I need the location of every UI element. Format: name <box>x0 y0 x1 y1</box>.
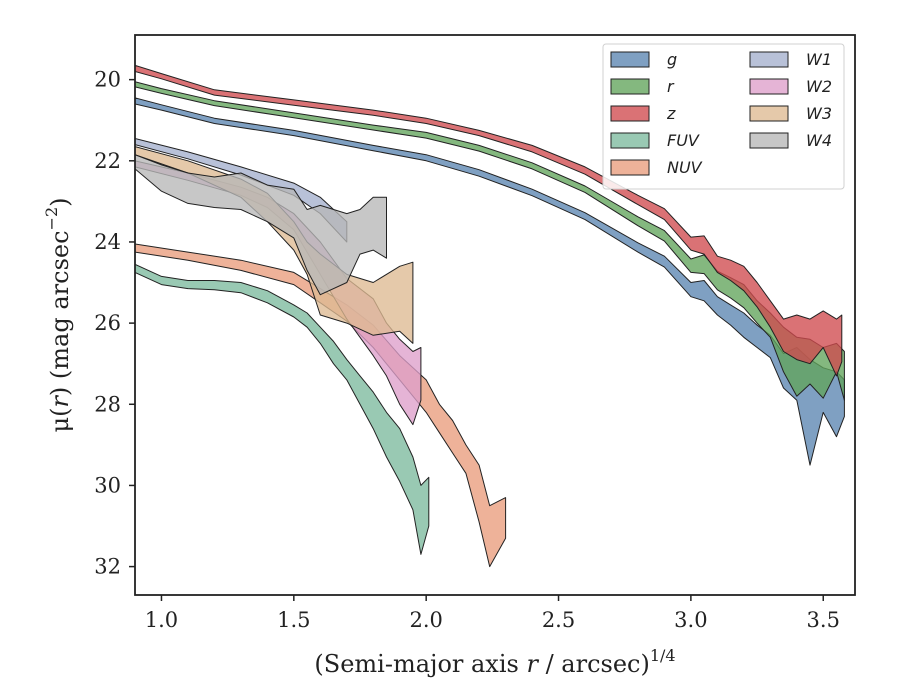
x-tick-label: 3.5 <box>807 608 840 632</box>
legend-label-w2: W2 <box>806 77 832 96</box>
legend-label-w1: W1 <box>806 50 832 69</box>
y-tick-label: 22 <box>94 149 121 173</box>
x-tick-label: 2.5 <box>542 608 575 632</box>
x-tick-label: 1.0 <box>145 608 178 632</box>
legend-label-w4: W4 <box>806 131 832 150</box>
x-tick-label: 3.0 <box>674 608 707 632</box>
legend-swatch-r <box>610 78 650 95</box>
legend-swatch-nuv <box>610 159 650 176</box>
band-r <box>135 81 845 401</box>
legend-label-r: r <box>667 77 675 96</box>
legend-swatch-w4 <box>749 132 789 149</box>
legend-label-nuv: NUV <box>667 158 703 177</box>
legend-swatch-w1 <box>749 51 789 68</box>
y-tick-label: 28 <box>94 392 121 416</box>
x-axis-ticks: 1.0 1.5 2.0 2.5 3.0 3.5 <box>145 595 840 632</box>
band-g <box>135 97 845 466</box>
legend-swatch-w3 <box>749 105 789 122</box>
band-w4 <box>135 154 387 296</box>
legend-label-fuv: FUV <box>667 131 700 150</box>
legend-swatch-w2 <box>749 78 789 95</box>
x-tick-label: 1.5 <box>277 608 310 632</box>
legend: grz FUV NUV W1 W2 W3 W4 <box>602 43 845 190</box>
y-tick-label: 30 <box>94 473 121 497</box>
legend-label-z: z <box>666 104 676 123</box>
legend-swatch-z <box>610 105 650 122</box>
legend-swatch-g <box>610 51 650 68</box>
band-fuv <box>135 263 430 555</box>
legend-label-g: g <box>667 50 677 69</box>
series-bands <box>135 64 845 568</box>
y-tick-label: 26 <box>94 311 121 335</box>
legend-swatch-fuv <box>610 132 650 149</box>
y-axis-ticks: 20 22 24 26 28 30 32 <box>94 68 135 579</box>
y-tick-label: 24 <box>94 230 121 254</box>
y-tick-label: 32 <box>94 555 121 579</box>
x-axis-label: (Semi-major axis r / arcsec)1/4 <box>314 646 675 678</box>
x-tick-label: 2.0 <box>409 608 442 632</box>
legend-label-w3: W3 <box>806 104 832 123</box>
y-tick-label: 20 <box>94 68 121 92</box>
band-z <box>135 64 843 377</box>
y-axis-label: μ(r) (mag arcsec−2) <box>42 197 74 432</box>
plot-frame <box>134 34 856 596</box>
